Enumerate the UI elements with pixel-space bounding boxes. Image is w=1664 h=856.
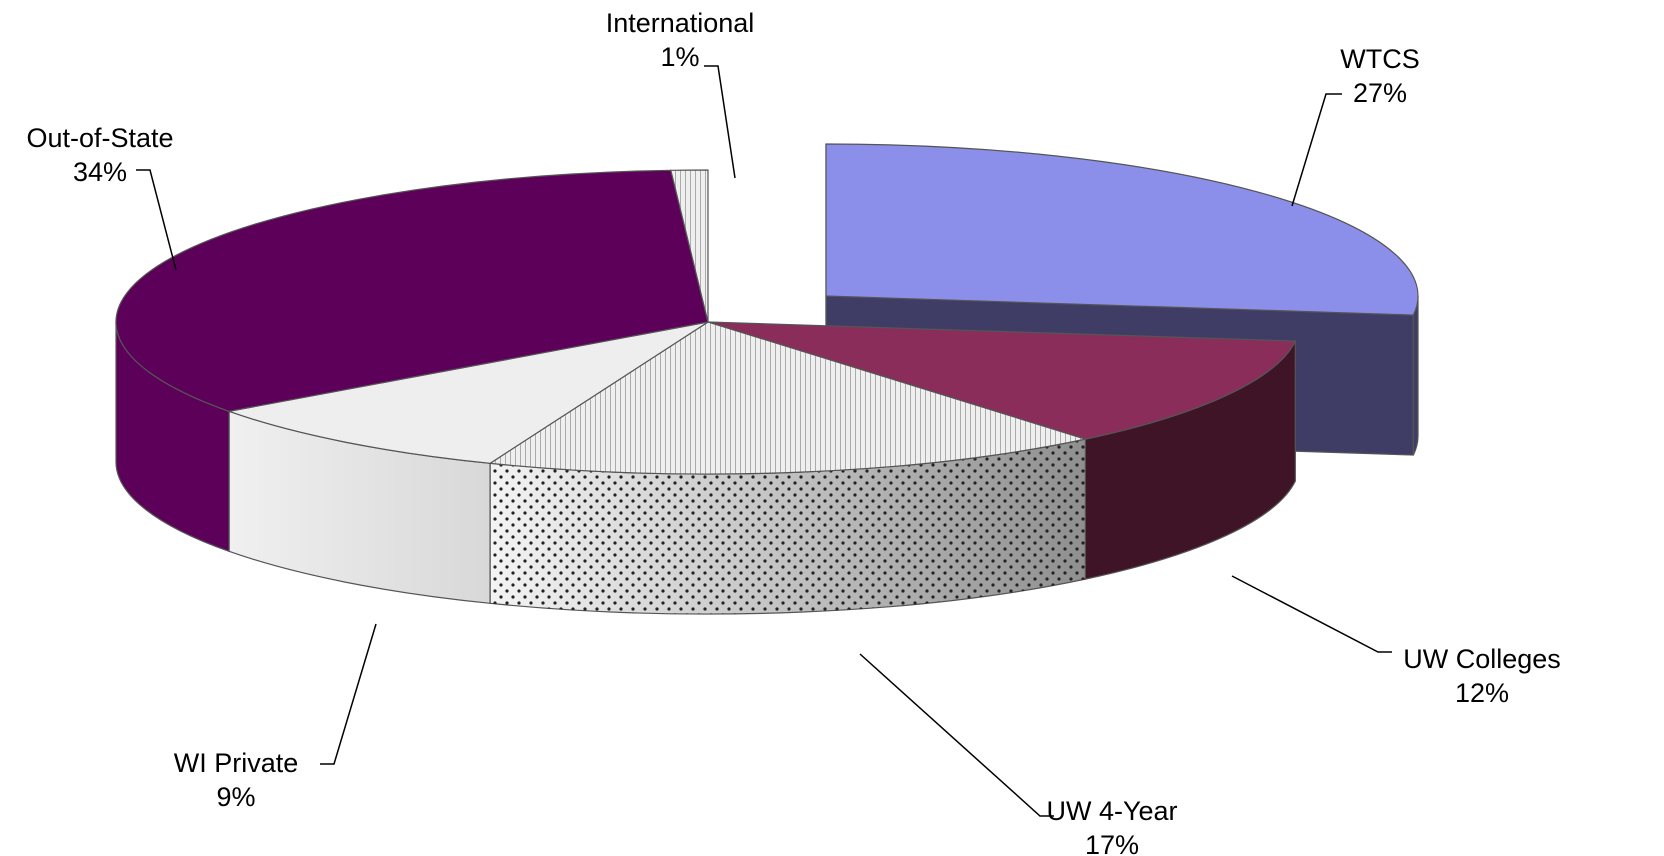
slice-side-dots-uw-4-year xyxy=(490,439,1086,614)
slice-label-uw-4-year: UW 4-Year xyxy=(1046,796,1177,826)
leader-line-out-of-state xyxy=(136,169,177,271)
leader-line-wtcs xyxy=(1291,93,1342,207)
slice-label-international: International xyxy=(606,8,755,38)
slice-value-uw-4-year: 17% xyxy=(1085,830,1139,856)
slice-uw-colleges xyxy=(707,321,1297,440)
slice-value-wi-private: 9% xyxy=(216,782,255,812)
slice-label-wi-private: WI Private xyxy=(174,748,299,778)
slice-value-international: 1% xyxy=(660,42,699,72)
slice-international xyxy=(670,169,709,323)
slice-label-uw-colleges: UW Colleges xyxy=(1403,644,1561,674)
slice-uw-4-year xyxy=(488,321,1088,475)
slice-value-uw-colleges: 12% xyxy=(1455,678,1509,708)
pie-tops xyxy=(115,143,1419,475)
slice-value-wtcs: 27% xyxy=(1353,78,1407,108)
leader-line-international xyxy=(704,65,736,179)
leader-line-uw-colleges xyxy=(1231,575,1392,653)
leader-line-wi-private xyxy=(320,623,377,765)
slice-label-wtcs: WTCS xyxy=(1340,44,1419,74)
slice-side-wtcs xyxy=(1412,295,1419,456)
slice-wi-private xyxy=(226,321,709,464)
leader-line-uw-4-year xyxy=(859,653,1054,817)
pie-labels: WTCS 27% UW Colleges 12% UW 4-Year 17% WI Priv… xyxy=(26,8,1560,856)
slice-label-out-of-state: Out-of-State xyxy=(26,123,173,153)
slice-wtcs xyxy=(825,143,1419,316)
slice-value-out-of-state: 34% xyxy=(73,157,127,187)
